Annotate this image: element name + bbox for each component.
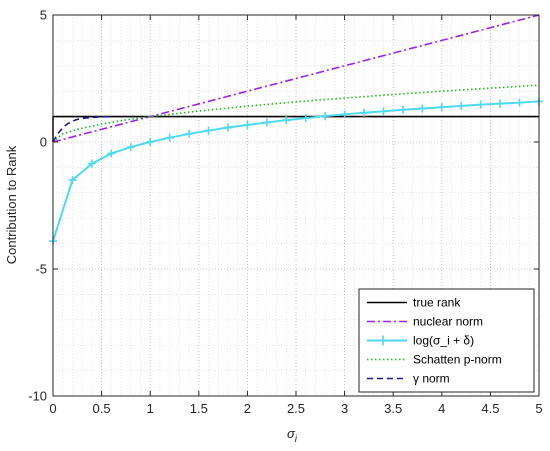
x-tick-label: 2.5: [287, 401, 305, 416]
series-marker: [282, 116, 291, 125]
y-axis-label: Contribution to Rank: [4, 145, 19, 264]
series-line-1: [52, 14, 540, 143]
y-tick-label: -5: [35, 262, 47, 277]
series-marker: [243, 120, 252, 129]
legend-label-0: true rank: [413, 296, 461, 310]
series-marker: [126, 143, 135, 152]
series-marker: [437, 103, 446, 112]
legend: true rank nuclear norm log(σ_i + δ) Schatte…: [358, 288, 535, 393]
tick-layer: 0 0.5 1 1.5 2 2.5 3 3.5 4 4.5 5 -10 -5 0 5: [28, 8, 542, 417]
x-tick-label: 1: [147, 401, 154, 416]
series-marker: [146, 138, 155, 146]
series-marker: [496, 99, 505, 108]
legend-label-4: γ norm: [413, 372, 450, 386]
x-tick-label: 2: [244, 401, 251, 416]
series-marker: [418, 104, 427, 113]
y-tick-label: -10: [28, 389, 47, 404]
series-marker: [301, 114, 310, 123]
series-marker: [262, 118, 271, 127]
series-line-4: [52, 115, 112, 143]
y-tick-label: 5: [40, 8, 47, 23]
series-marker: [476, 100, 485, 109]
series-marker: [515, 98, 524, 107]
series-marker: [87, 159, 96, 168]
x-tick-label: 4: [438, 401, 445, 416]
y-tick-label: 0: [40, 135, 47, 150]
x-tick-label: 0: [49, 401, 56, 416]
x-tick-label: 4.5: [481, 401, 499, 416]
series-marker: [68, 176, 77, 185]
series-marker: [340, 110, 349, 119]
x-axis-label-text: σi: [287, 426, 298, 445]
series-marker: [165, 133, 174, 142]
legend-swatch-marker: [378, 335, 388, 346]
x-axis-label: σi: [287, 426, 298, 445]
series-line-3: [52, 84, 540, 143]
series-marker: [185, 129, 194, 138]
x-tick-label: 5: [535, 401, 542, 416]
series-marker: [107, 149, 116, 158]
series-marker: [398, 105, 407, 114]
legend-label-3: Schatten p-norm: [413, 353, 502, 367]
series-marker: [223, 123, 232, 132]
legend-label-2: log(σ_i + δ): [413, 334, 474, 348]
series-marker: [457, 101, 466, 110]
x-tick-label: 3.5: [384, 401, 402, 416]
x-tick-label: 3: [341, 401, 348, 416]
series-marker: [321, 112, 330, 121]
series-marker: [379, 107, 388, 116]
x-tick-label: 1.5: [190, 401, 208, 416]
x-tick-label: 0.5: [93, 401, 111, 416]
series-marker: [204, 126, 213, 135]
legend-label-1: nuclear norm: [413, 315, 483, 329]
series-marker: [360, 108, 369, 117]
